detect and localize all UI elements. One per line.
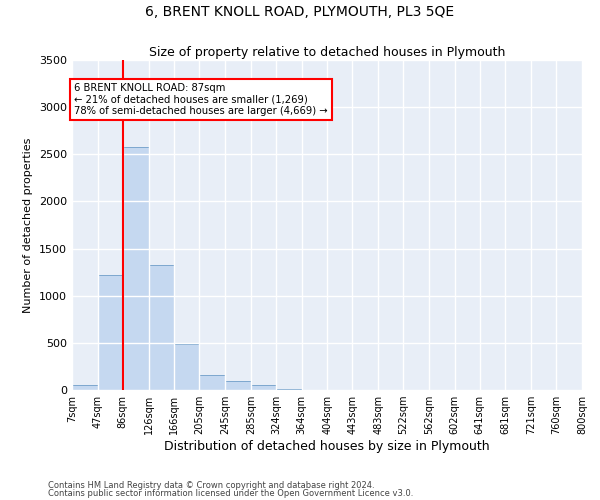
- X-axis label: Distribution of detached houses by size in Plymouth: Distribution of detached houses by size …: [164, 440, 490, 453]
- Text: Contains public sector information licensed under the Open Government Licence v3: Contains public sector information licen…: [48, 489, 413, 498]
- Bar: [174, 344, 199, 390]
- Bar: [72, 386, 98, 390]
- Y-axis label: Number of detached properties: Number of detached properties: [23, 138, 34, 312]
- Bar: [225, 380, 251, 390]
- Text: 6 BRENT KNOLL ROAD: 87sqm
← 21% of detached houses are smaller (1,269)
78% of se: 6 BRENT KNOLL ROAD: 87sqm ← 21% of detac…: [74, 82, 328, 116]
- Bar: [199, 376, 225, 390]
- Bar: [123, 146, 149, 390]
- Bar: [251, 386, 276, 390]
- Text: 6, BRENT KNOLL ROAD, PLYMOUTH, PL3 5QE: 6, BRENT KNOLL ROAD, PLYMOUTH, PL3 5QE: [145, 5, 455, 19]
- Text: Contains HM Land Registry data © Crown copyright and database right 2024.: Contains HM Land Registry data © Crown c…: [48, 480, 374, 490]
- Bar: [276, 389, 302, 390]
- Bar: [98, 275, 123, 390]
- Bar: [149, 264, 174, 390]
- Title: Size of property relative to detached houses in Plymouth: Size of property relative to detached ho…: [149, 46, 505, 59]
